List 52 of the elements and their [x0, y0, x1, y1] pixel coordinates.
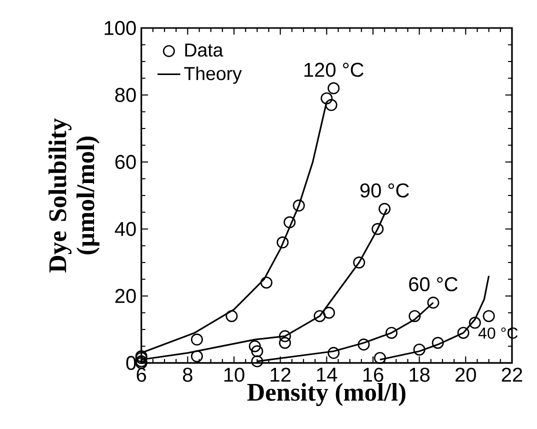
point — [482, 310, 495, 322]
point — [427, 296, 440, 309]
point — [248, 340, 261, 352]
y-axis-title: Dye Solubility (μmol/mol) — [48, 118, 100, 272]
point — [278, 336, 291, 349]
point — [278, 330, 291, 342]
y-tick-label: 100 — [104, 20, 136, 36]
x-tick-label: 12 — [270, 368, 290, 382]
point — [251, 355, 264, 368]
x-tick-label: 22 — [502, 368, 522, 382]
point — [276, 236, 289, 248]
x-tick-label: 6 — [136, 368, 146, 382]
point — [328, 82, 340, 94]
x-tick-label: 14 — [317, 368, 338, 382]
legend-label: Theory — [184, 66, 242, 84]
x-tick-label: 20 — [456, 368, 476, 382]
point — [322, 306, 335, 319]
point — [408, 310, 421, 322]
annotation: 120 °C — [304, 62, 364, 77]
legend-label: Data — [185, 44, 224, 57]
x-tick-label: 16 — [363, 368, 384, 382]
point — [320, 92, 333, 104]
annotation: 60 °C — [409, 277, 458, 292]
y-tick-label: 60 — [115, 154, 136, 170]
point — [386, 326, 398, 339]
point — [353, 256, 366, 268]
y-tick-label: 40 — [114, 222, 136, 236]
point — [325, 99, 338, 112]
y-tick-label: 20 — [115, 288, 136, 304]
point — [314, 310, 326, 322]
point — [432, 336, 444, 349]
point — [372, 222, 384, 235]
point — [260, 276, 272, 289]
x-axis-title: Density (mol/l) — [247, 383, 406, 406]
point — [292, 200, 305, 212]
x-tick-label: 10 — [224, 368, 244, 382]
point — [190, 334, 203, 346]
annotation: 90 °C — [360, 183, 409, 198]
point — [284, 216, 296, 228]
point — [413, 344, 426, 356]
point — [190, 350, 203, 362]
point — [251, 345, 264, 358]
point — [358, 338, 370, 351]
y-tick-label: 0 — [126, 356, 136, 370]
x-tick-label: 8 — [182, 368, 192, 382]
point — [457, 326, 470, 339]
point — [328, 346, 340, 359]
x-tick-label: 18 — [410, 368, 430, 382]
point — [374, 352, 386, 364]
y-tick-label: 80 — [115, 88, 136, 102]
point — [226, 310, 238, 322]
point — [468, 316, 481, 329]
